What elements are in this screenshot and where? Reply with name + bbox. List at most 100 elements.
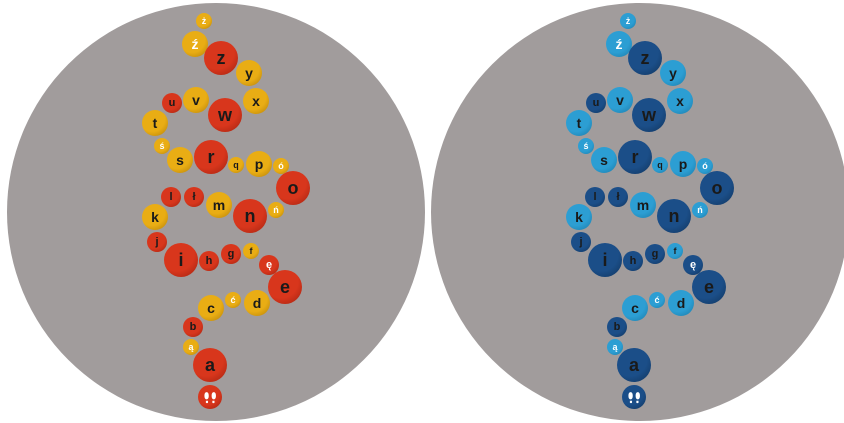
- letter-label: q: [233, 159, 239, 170]
- letter-bubble-l[interactable]: l: [585, 187, 605, 207]
- letter-bubble-z[interactable]: z: [204, 41, 238, 75]
- letter-bubble-nacute[interactable]: ń: [692, 202, 708, 218]
- letter-bubble-h[interactable]: h: [623, 251, 643, 271]
- letter-bubble-b[interactable]: b: [183, 317, 203, 337]
- letter-bubble-y[interactable]: y: [660, 60, 686, 86]
- letter-bubble-e[interactable]: e: [268, 270, 302, 304]
- letter-bubble-o[interactable]: o: [700, 171, 734, 205]
- letter-bubble-m[interactable]: m: [206, 192, 232, 218]
- letter-bubble-j[interactable]: j: [147, 232, 167, 252]
- letter-label: ą: [188, 341, 194, 352]
- letter-bubble-x[interactable]: x: [667, 88, 693, 114]
- letter-bubble-u[interactable]: u: [586, 93, 606, 113]
- letter-bubble-lstroke[interactable]: ł: [184, 187, 204, 207]
- letter-bubble-p[interactable]: p: [246, 151, 272, 177]
- letter-bubble-p[interactable]: p: [670, 151, 696, 177]
- letter-bubble-i[interactable]: i: [164, 243, 198, 277]
- letter-label: h: [629, 254, 637, 267]
- letter-bubble-zdot[interactable]: ż: [620, 13, 636, 29]
- letter-label: ź: [191, 36, 199, 52]
- letter-bubble-j[interactable]: j: [571, 232, 591, 252]
- letter-bubble-a[interactable]: a: [617, 348, 651, 382]
- letter-bubble-w[interactable]: w: [632, 98, 666, 132]
- letter-bubble-cacute[interactable]: ć: [225, 292, 241, 308]
- letter-label: a: [628, 355, 639, 375]
- letter-bubble-w[interactable]: w: [208, 98, 242, 132]
- letter-bubble-s[interactable]: s: [167, 147, 193, 173]
- letter-bubble-n[interactable]: n: [657, 199, 691, 233]
- letter-bubble-eogonek[interactable]: ę: [683, 255, 703, 275]
- letter-bubble-q[interactable]: q: [228, 157, 244, 173]
- letter-bubble-y[interactable]: y: [236, 60, 262, 86]
- letter-label: ń: [697, 204, 703, 215]
- letter-label: m: [636, 197, 650, 213]
- letter-label: u: [592, 96, 600, 109]
- letter-label: ż: [201, 15, 207, 26]
- start-marker[interactable]: [622, 385, 646, 409]
- letter-bubble-z[interactable]: z: [628, 41, 662, 75]
- letter-bubble-a[interactable]: a: [193, 348, 227, 382]
- letter-bubble-s[interactable]: s: [591, 147, 617, 173]
- start-marker[interactable]: [198, 385, 222, 409]
- letter-bubble-sacute[interactable]: ś: [154, 138, 170, 154]
- letter-bubble-v[interactable]: v: [607, 87, 633, 113]
- letter-label: ż: [625, 15, 631, 26]
- letter-label: ę: [265, 258, 273, 271]
- letter-bubble-r[interactable]: r: [194, 140, 228, 174]
- letter-bubble-oacute[interactable]: ó: [273, 158, 289, 174]
- letter-bubble-lstroke[interactable]: ł: [608, 187, 628, 207]
- letter-bubble-u[interactable]: u: [162, 93, 182, 113]
- letter-bubble-eogonek[interactable]: ę: [259, 255, 279, 275]
- letter-label: j: [155, 235, 159, 248]
- letter-bubble-k[interactable]: k: [142, 204, 168, 230]
- letter-bubble-aogonek[interactable]: ą: [183, 339, 199, 355]
- letter-bubble-i[interactable]: i: [588, 243, 622, 277]
- letter-bubble-o[interactable]: o: [276, 171, 310, 205]
- letter-bubble-f[interactable]: f: [667, 243, 683, 259]
- letter-label: c: [631, 300, 639, 316]
- letter-bubble-cacute[interactable]: ć: [649, 292, 665, 308]
- letter-label: ó: [278, 160, 284, 171]
- letter-bubble-g[interactable]: g: [221, 244, 241, 264]
- letter-bubble-h[interactable]: h: [199, 251, 219, 271]
- letter-label: e: [279, 277, 290, 297]
- letter-bubble-nacute[interactable]: ń: [268, 202, 284, 218]
- letter-label: g: [227, 247, 235, 260]
- letter-bubble-g[interactable]: g: [645, 244, 665, 264]
- letter-bubble-zdot[interactable]: ż: [196, 13, 212, 29]
- letter-label: q: [657, 159, 663, 170]
- letter-bubble-f[interactable]: f: [243, 243, 259, 259]
- letter-label: r: [631, 147, 639, 167]
- letter-bubble-c[interactable]: c: [198, 295, 224, 321]
- letter-label: o: [711, 178, 723, 198]
- letter-bubble-l[interactable]: l: [161, 187, 181, 207]
- letter-bubble-oacute[interactable]: ó: [697, 158, 713, 174]
- letter-bubble-zacute[interactable]: ź: [182, 31, 208, 57]
- letter-bubble-d[interactable]: d: [668, 290, 694, 316]
- letter-label: z: [216, 48, 226, 68]
- letter-label: x: [676, 93, 684, 109]
- letter-bubble-zacute[interactable]: ź: [606, 31, 632, 57]
- letter-bubble-k[interactable]: k: [566, 204, 592, 230]
- letter-bubble-v[interactable]: v: [183, 87, 209, 113]
- letter-bubble-c[interactable]: c: [622, 295, 648, 321]
- letter-bubble-t[interactable]: t: [142, 110, 168, 136]
- letter-bubble-r[interactable]: r: [618, 140, 652, 174]
- letter-bubble-t[interactable]: t: [566, 110, 592, 136]
- letter-bubble-m[interactable]: m: [630, 192, 656, 218]
- letter-bubble-n[interactable]: n: [233, 199, 267, 233]
- letter-label: e: [703, 277, 714, 297]
- footprints-icon: [204, 391, 216, 403]
- letter-label: l: [593, 190, 597, 203]
- letter-bubble-q[interactable]: q: [652, 157, 668, 173]
- letter-bubble-sacute[interactable]: ś: [578, 138, 594, 154]
- letter-bubble-b[interactable]: b: [607, 317, 627, 337]
- letter-bubble-d[interactable]: d: [244, 290, 270, 316]
- letter-bubble-x[interactable]: x: [243, 88, 269, 114]
- letter-bubble-e[interactable]: e: [692, 270, 726, 304]
- letter-bubble-aogonek[interactable]: ą: [607, 339, 623, 355]
- letter-label: ł: [616, 190, 620, 203]
